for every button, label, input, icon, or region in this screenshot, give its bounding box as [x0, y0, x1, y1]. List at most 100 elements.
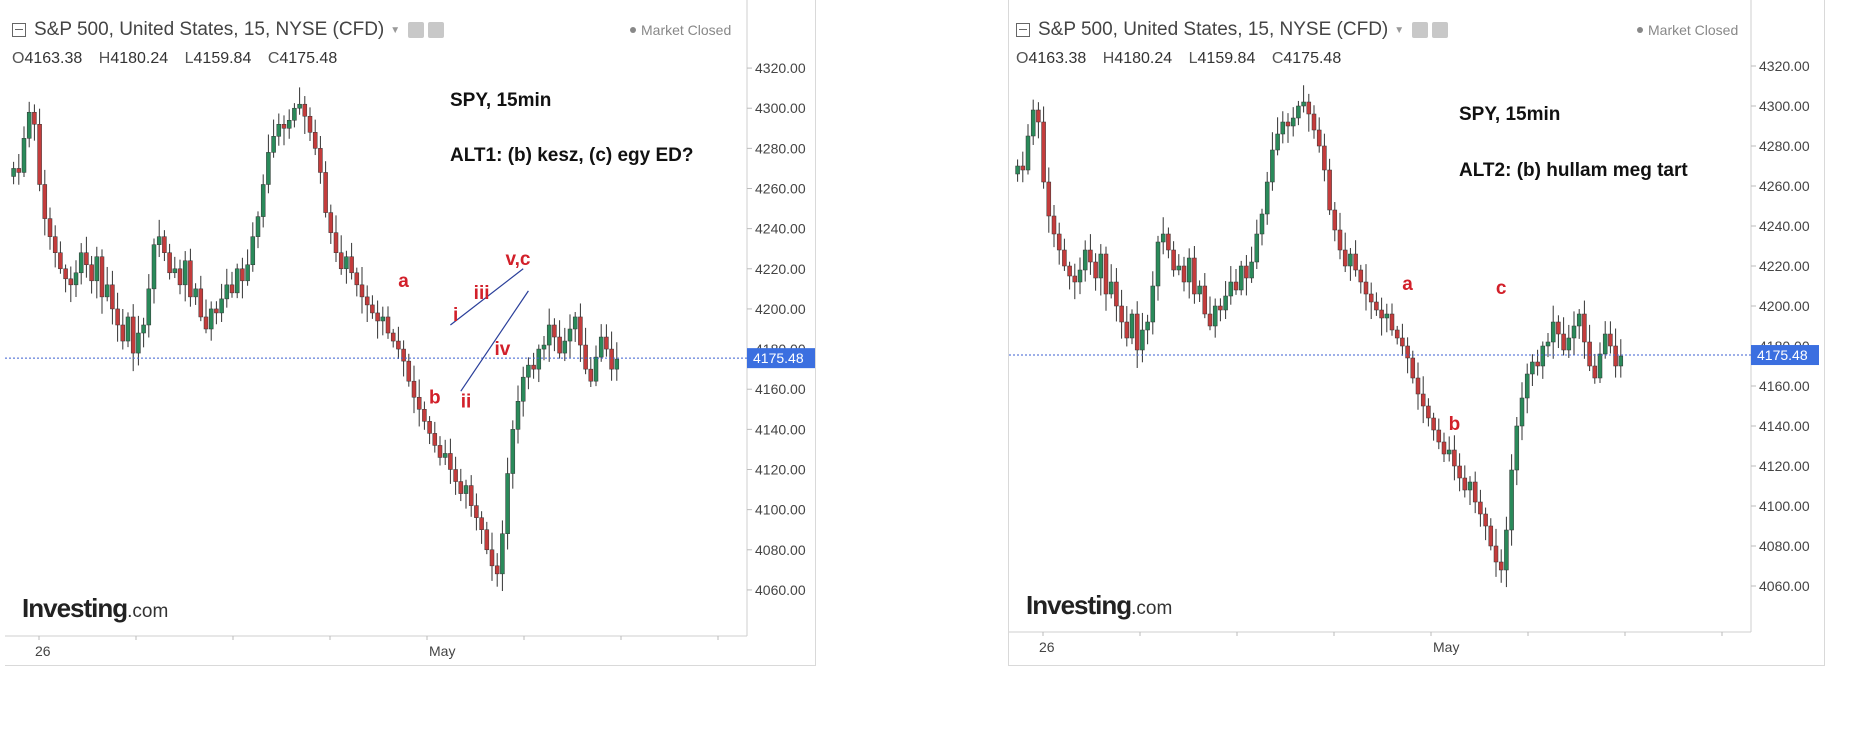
- chevron-down-icon[interactable]: ▼: [1394, 24, 1405, 36]
- candle-body: [531, 364, 536, 370]
- eye-icon[interactable]: [408, 22, 425, 38]
- candle-body: [73, 272, 79, 286]
- chart-note-symbol: SPY, 15min: [1459, 104, 1561, 125]
- candle-body: [1197, 285, 1202, 295]
- last-price-label: 4175.48: [753, 350, 804, 366]
- candle-body: [151, 244, 157, 290]
- wave-label: iii: [474, 283, 490, 304]
- candle-body: [1108, 281, 1114, 295]
- high-label: H: [1102, 50, 1115, 67]
- wave-label: a: [398, 271, 409, 292]
- candle-body: [1192, 257, 1197, 295]
- candle-body: [224, 284, 230, 300]
- candle-body: [593, 356, 599, 382]
- candle-body: [281, 124, 287, 129]
- candle-body: [609, 348, 614, 370]
- candle-body: [1025, 135, 1031, 171]
- y-tick-label: 4080.00: [755, 542, 806, 558]
- candle-body: [1431, 417, 1436, 431]
- candle-body: [1420, 393, 1426, 407]
- candle-body: [396, 340, 401, 350]
- candle-body: [1566, 337, 1572, 351]
- y-tick-label: 4060.00: [1759, 578, 1810, 594]
- candle-body: [203, 316, 209, 330]
- y-tick-label: 4120.00: [755, 462, 806, 478]
- candle-body: [546, 324, 552, 346]
- candle-body: [172, 268, 178, 274]
- candle-body: [442, 453, 448, 458]
- candle-body: [364, 296, 370, 306]
- chevron-down-icon[interactable]: ▼: [390, 24, 401, 36]
- candle-body: [1036, 109, 1041, 123]
- market-status-text: Market Closed: [641, 22, 732, 38]
- candle-body: [1181, 265, 1187, 283]
- candle-body: [427, 421, 432, 434]
- candle-body: [1509, 469, 1514, 531]
- candle-body: [1296, 105, 1301, 119]
- candle-body: [520, 376, 526, 402]
- candle-body: [219, 298, 224, 314]
- chart-title: S&P 500, United States, 15, NYSE (CFD): [34, 19, 385, 40]
- candle-body: [370, 304, 375, 314]
- last-price-tag: [747, 348, 815, 369]
- close-value: 4175.48: [1283, 50, 1342, 67]
- gear-icon[interactable]: [1432, 22, 1449, 38]
- chart-note-scenario: ALT1: (b) kesz, (c) egy ED?: [450, 145, 694, 166]
- x-tick-label: May: [429, 643, 455, 659]
- candle-body: [328, 212, 334, 233]
- candle-body: [302, 103, 308, 117]
- open-label: O: [1016, 50, 1029, 67]
- y-tick-label: 4160.00: [755, 381, 806, 397]
- high-label: H: [98, 50, 111, 67]
- chart-panel-right: S&P 500, United States, 15, NYSE (CFD) ▼…: [1008, 0, 1825, 666]
- candle-body: [416, 396, 422, 410]
- open-value: 4163.38: [1028, 50, 1087, 67]
- candle-body: [110, 284, 115, 310]
- candle-body: [1400, 337, 1405, 347]
- candle-body: [604, 336, 609, 350]
- candle-body: [505, 473, 510, 534]
- candle-body: [1540, 345, 1546, 367]
- candle-body: [276, 124, 282, 137]
- candle-body: [448, 453, 453, 470]
- candle-body: [1311, 113, 1317, 131]
- chart-note-scenario: ALT2: (b) hullam meg tart: [1459, 160, 1688, 181]
- candle-body: [229, 284, 235, 294]
- candle-body: [406, 360, 412, 382]
- collapse-icon[interactable]: [1016, 23, 1030, 37]
- candle-body: [214, 308, 219, 314]
- candle-body: [1410, 357, 1416, 379]
- candle-body: [349, 256, 354, 274]
- candle-body: [1290, 117, 1296, 127]
- candle-body: [344, 256, 349, 270]
- last-price-tag: [1751, 345, 1819, 366]
- y-tick-label: 4260.00: [755, 181, 806, 197]
- y-tick-label: 4100.00: [755, 502, 806, 518]
- candle-body: [1467, 481, 1473, 491]
- candle-body: [598, 336, 604, 358]
- candle-body: [390, 332, 396, 342]
- candle-body: [463, 485, 469, 494]
- ohlc-readout: O4163.38 H4180.24 L4159.84 C4175.48: [12, 50, 349, 68]
- chart-note-symbol: SPY, 15min: [450, 90, 552, 111]
- candle-body: [474, 505, 479, 518]
- candle-body: [1524, 373, 1530, 399]
- candle-body: [1145, 321, 1150, 331]
- x-tick-label: 26: [35, 643, 51, 659]
- candle-body: [1306, 101, 1312, 115]
- candle-body: [1535, 361, 1540, 367]
- eye-icon[interactable]: [1412, 22, 1429, 38]
- wave-label: iv: [494, 339, 510, 360]
- candle-body: [1358, 269, 1364, 283]
- candle-body: [1228, 281, 1234, 297]
- gear-icon[interactable]: [428, 22, 445, 38]
- open-label: O: [12, 50, 25, 67]
- investing-logo: Investing.com: [22, 593, 169, 623]
- candle-body: [250, 236, 256, 266]
- collapse-icon[interactable]: [12, 23, 26, 37]
- candle-body: [307, 115, 313, 133]
- y-tick-label: 4280.00: [755, 140, 806, 156]
- candle-body: [338, 252, 344, 270]
- chart-panel-left: S&P 500, United States, 15, NYSE (CFD) ▼…: [5, 0, 816, 666]
- candle-body: [182, 260, 188, 286]
